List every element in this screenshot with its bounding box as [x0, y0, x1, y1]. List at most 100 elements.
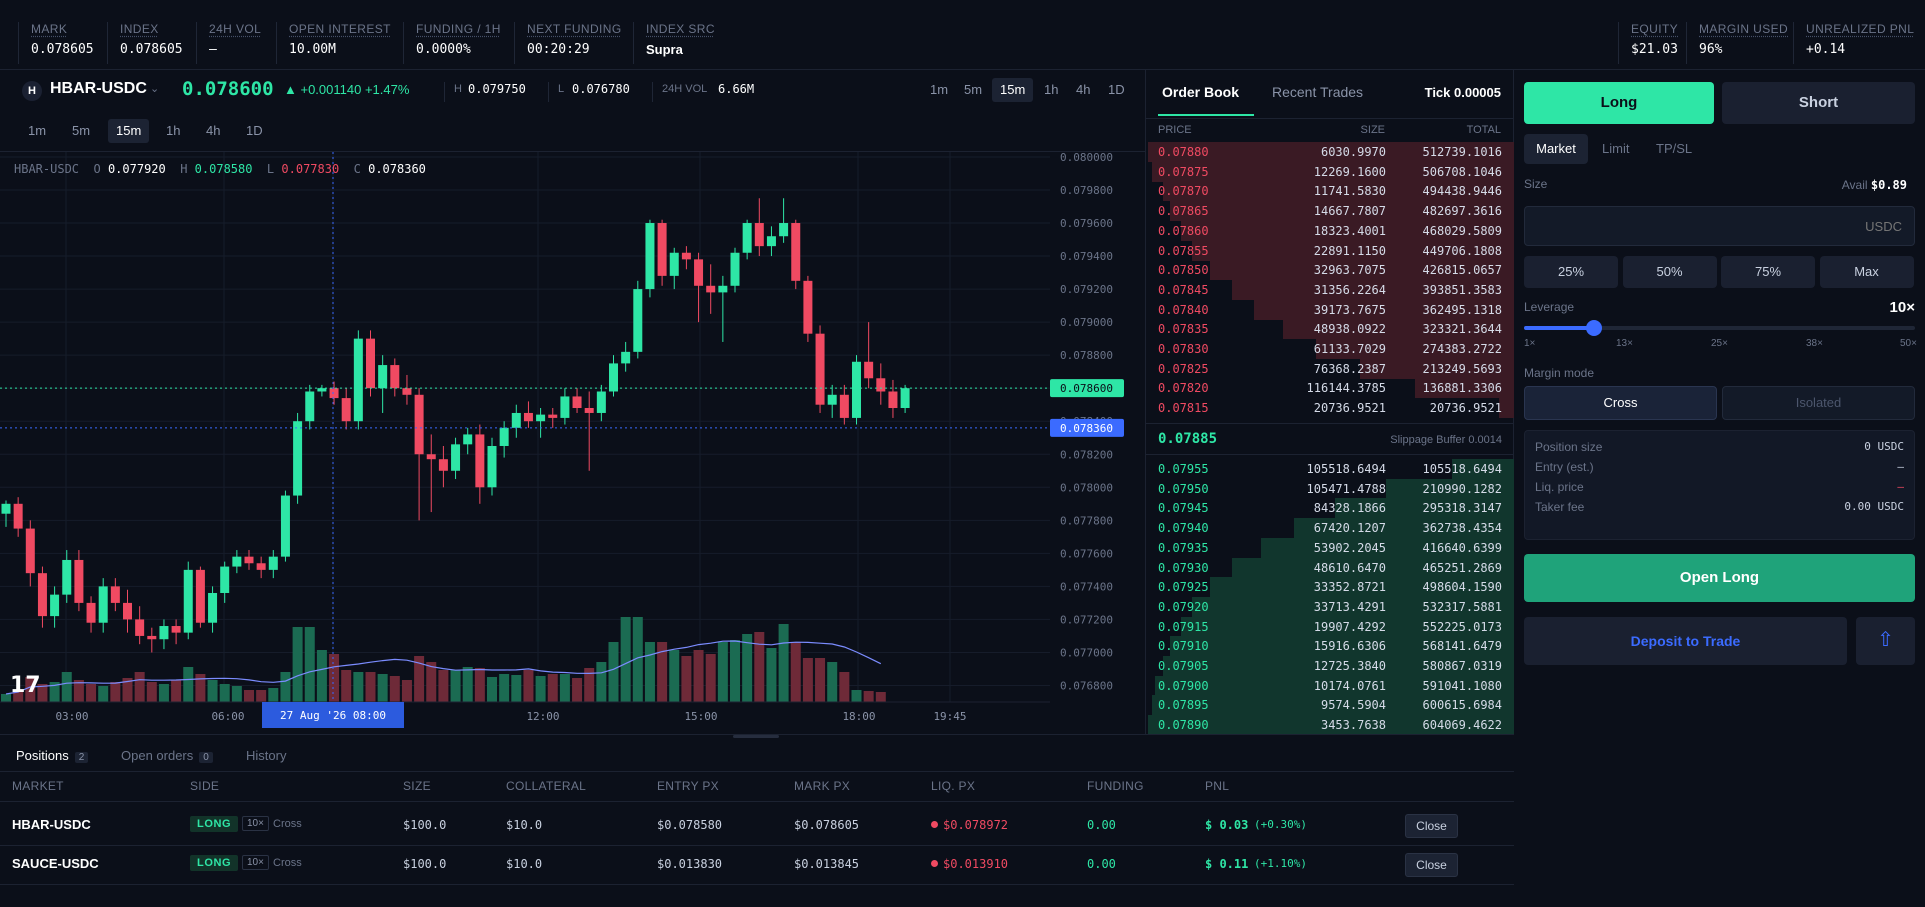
candlestick-chart[interactable]: 0.080000 0.079800 0.079600 0.079400 0.079200…	[0, 152, 1146, 734]
ask-row[interactable]: 0.07855 22891.1150 449706.1808	[1146, 240, 1514, 261]
size-pct-button-2[interactable]: 75%	[1721, 256, 1815, 288]
ask-row[interactable]: 0.07870 11741.5830 494438.9446	[1146, 181, 1514, 202]
price-chart[interactable]: HBAR-USDC O 0.077920 H 0.078580 L 0.0778…	[0, 152, 1146, 734]
size-pct-button-3[interactable]: Max	[1819, 256, 1914, 288]
timeframe-alt-1m[interactable]: 1m	[930, 82, 949, 97]
bid-row[interactable]: 0.07900 10174.0761 591041.1080	[1146, 675, 1514, 696]
bid-row[interactable]: 0.07905 12725.3840 580867.0319	[1146, 656, 1514, 676]
bid-row[interactable]: 0.07915 19907.4292 552225.0173	[1146, 616, 1514, 637]
ask-size: 61133.7029	[1313, 342, 1386, 356]
bid-row[interactable]: 0.07945 84328.1866 295318.3147	[1146, 498, 1514, 519]
leverage-slider-handle[interactable]	[1586, 320, 1603, 336]
bid-total: 532317.5881	[1422, 599, 1502, 614]
ask-price: 0.07870	[1158, 184, 1209, 199]
candle-body	[876, 378, 886, 392]
leverage-slider-fill	[1524, 326, 1595, 330]
tick-size[interactable]: Tick 0.00005	[1424, 85, 1501, 100]
timeframe-alt-1D[interactable]: 1D	[1108, 82, 1125, 97]
bottom-tab-2[interactable]: History	[246, 748, 287, 763]
deposit-button[interactable]: Deposit to Trade	[1524, 617, 1847, 665]
position-collateral: $10.0	[506, 818, 543, 832]
bid-row[interactable]: 0.07925 33352.8721 498604.1590	[1146, 577, 1514, 598]
volume-bar	[863, 691, 874, 702]
close-position-button[interactable]: Close	[1405, 814, 1458, 838]
volume-bar	[499, 674, 510, 702]
bid-row[interactable]: 0.07890 3453.7638 604069.4622	[1146, 715, 1514, 736]
timeframe-4h[interactable]: 4h	[206, 123, 221, 138]
timeframe-5m[interactable]: 5m	[72, 123, 91, 138]
volume-bar	[827, 662, 838, 702]
ask-row[interactable]: 0.07835 48938.0922 323321.3644	[1146, 319, 1514, 340]
bottom-tab-0[interactable]: Positions 2	[16, 748, 89, 763]
volume-bar	[790, 642, 801, 702]
margin-mode-isolated[interactable]: Isolated	[1722, 386, 1915, 420]
ask-row[interactable]: 0.07845 31356.2264 393851.3583	[1146, 279, 1514, 300]
volume-bar	[474, 668, 485, 702]
volume-bar	[547, 674, 558, 702]
timeframe-alt-5m[interactable]: 5m	[964, 82, 983, 97]
volume-bar	[681, 656, 692, 702]
bid-row[interactable]: 0.07935 53902.2045 416640.6399	[1146, 537, 1514, 558]
position-market[interactable]: SAUCE-USDC	[12, 856, 99, 871]
chevron-down-icon[interactable]: ⌄	[150, 83, 160, 95]
short-button[interactable]: Short	[1722, 82, 1915, 124]
long-button[interactable]: Long	[1524, 82, 1714, 124]
ask-row[interactable]: 0.07875 12269.1600 506708.1046	[1146, 161, 1514, 182]
volume-bar	[632, 617, 643, 702]
ask-row[interactable]: 0.07825 76368.2387 213249.5693	[1146, 358, 1514, 379]
volume-bar	[875, 692, 886, 702]
candle-body	[183, 569, 193, 633]
ask-depth-bar	[1232, 279, 1514, 300]
leverage-slider-track[interactable]	[1524, 326, 1915, 330]
candle-body	[414, 394, 424, 455]
volume-bar	[231, 686, 242, 702]
ask-row[interactable]: 0.07865 14667.7807 482697.3616	[1146, 201, 1514, 222]
bottom-tab-1[interactable]: Open orders 0	[121, 748, 213, 763]
order-type-market[interactable]: Market	[1524, 134, 1588, 164]
size-pct-button-0[interactable]: 25%	[1524, 256, 1618, 288]
bid-row[interactable]: 0.07940 67420.1207 362738.4354	[1146, 518, 1514, 539]
tradingview-logo-icon: 17	[10, 673, 41, 698]
timeframe-1m[interactable]: 1m	[28, 123, 47, 138]
bid-row[interactable]: 0.07920 33713.4291 532317.5881	[1146, 596, 1514, 617]
position-pnl-pct: (+0.30%)	[1254, 818, 1307, 831]
size-input[interactable]	[1524, 206, 1915, 246]
size-pct-button-1[interactable]: 50%	[1622, 256, 1717, 288]
bid-row[interactable]: 0.07930 48610.6470 465251.2869	[1146, 557, 1514, 578]
timeframe-alt-4h[interactable]: 4h	[1076, 82, 1091, 97]
timeframe-alt-15m[interactable]: 15m	[992, 78, 1034, 102]
timeframe-1D[interactable]: 1D	[246, 123, 263, 138]
ask-row[interactable]: 0.07860 18323.4001 468029.5809	[1146, 220, 1514, 241]
bid-row[interactable]: 0.07955 105518.6494 105518.6494	[1146, 459, 1514, 479]
tab-recent-trades[interactable]: Recent Trades	[1272, 84, 1364, 100]
timeframe-alt-1h[interactable]: 1h	[1044, 82, 1059, 97]
ask-row[interactable]: 0.07820 116144.3785 136881.3306	[1146, 378, 1514, 399]
margin-mode-cross[interactable]: Cross	[1524, 386, 1717, 420]
candle-body	[609, 363, 618, 392]
symbol-selector[interactable]: HBAR-USDC	[50, 80, 147, 97]
arrow-up-icon[interactable]: ⇧	[1856, 617, 1915, 665]
order-type-limit[interactable]: Limit	[1602, 141, 1630, 156]
y-tick-label: 0.077200	[1060, 613, 1113, 626]
ask-row[interactable]: 0.07880 6030.9970 512739.1016	[1146, 142, 1514, 162]
tab-order-book[interactable]: Order Book	[1162, 84, 1240, 100]
position-market[interactable]: HBAR-USDC	[12, 817, 91, 832]
resize-handle[interactable]	[733, 735, 779, 738]
ask-total: 482697.3616	[1422, 204, 1502, 219]
bid-total: 552225.0173	[1422, 619, 1502, 634]
crosshair-time-tag: 27 Aug '26 08:00	[280, 709, 386, 722]
ask-row[interactable]: 0.07815 20736.9521 20736.9521	[1146, 398, 1514, 419]
bid-row[interactable]: 0.07895 9574.5904 600615.6984	[1146, 695, 1514, 716]
bid-size: 105518.6494	[1306, 462, 1386, 476]
timeframe-15m[interactable]: 15m	[108, 119, 150, 143]
order-type-tpsl[interactable]: TP/SL	[1656, 141, 1693, 156]
ask-row[interactable]: 0.07840 39173.7675 362495.1318	[1146, 299, 1514, 320]
close-position-button[interactable]: Close	[1405, 853, 1458, 877]
bid-row[interactable]: 0.07910 15916.6306 568141.6479	[1146, 636, 1514, 657]
timeframe-1h[interactable]: 1h	[166, 123, 181, 138]
open-long-button[interactable]: Open Long	[1524, 554, 1915, 602]
ask-row[interactable]: 0.07830 61133.7029 274383.2722	[1146, 339, 1514, 359]
bid-row[interactable]: 0.07950 105471.4788 210990.1282	[1146, 478, 1514, 499]
volume-bar	[280, 672, 291, 702]
ask-row[interactable]: 0.07850 32963.7075 426815.0657	[1146, 260, 1514, 281]
